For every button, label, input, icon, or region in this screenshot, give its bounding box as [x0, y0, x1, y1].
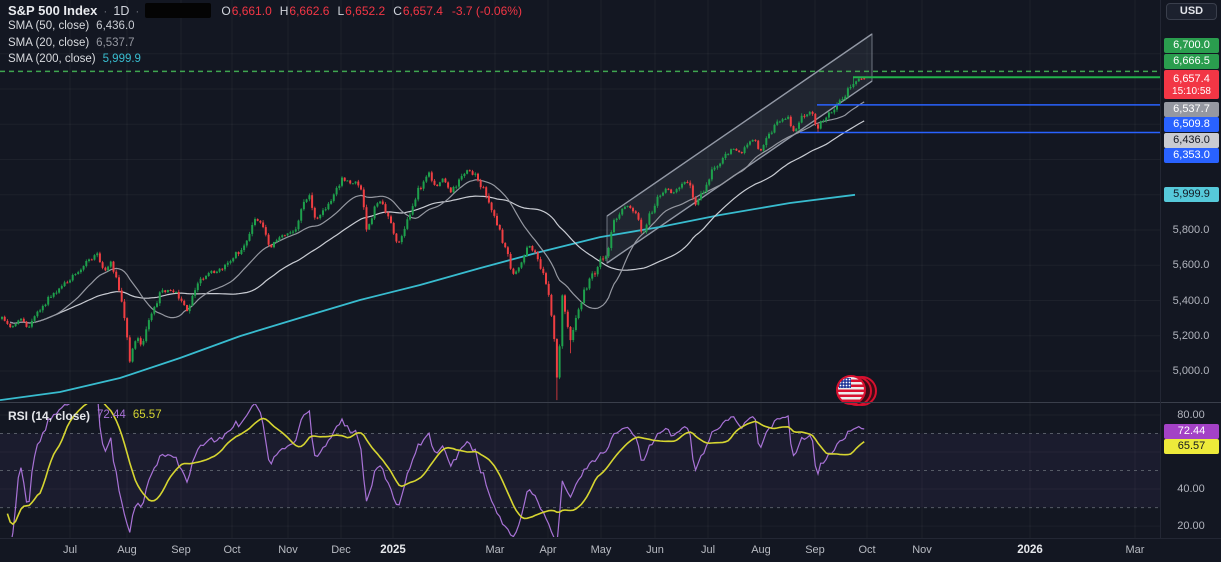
time-axis-label: Dec — [331, 544, 351, 556]
indicator-row-sma200[interactable]: SMA (200, close) 5,999.9 — [8, 53, 141, 65]
axis-price-badge: 6,509.8 — [1164, 117, 1219, 132]
high-value: 6,662.6 — [289, 3, 330, 18]
rsi-label[interactable]: RSI (14, close) — [8, 409, 91, 423]
axis-price-badge: 5,999.9 — [1164, 186, 1219, 202]
sp500-flag-logo — [836, 375, 878, 406]
legend-separator: · — [135, 3, 140, 18]
axis-price-badge: 6,700.0 — [1164, 38, 1219, 53]
redacted-box — [145, 3, 212, 18]
sma50-value: 6,436.0 — [96, 20, 135, 32]
low-label: L — [337, 3, 345, 18]
time-axis-label: Mar — [1125, 544, 1145, 556]
time-axis-label: Jul — [62, 544, 78, 556]
time-axis-label: Nov — [278, 544, 298, 556]
chart-area[interactable] — [0, 0, 1160, 538]
pane-separator[interactable] — [0, 402, 1221, 403]
flag-canton — [839, 378, 851, 388]
rsi-line — [11, 404, 865, 537]
symbol-title[interactable]: S&P 500 Index — [8, 3, 98, 18]
currency-button[interactable]: USD — [1166, 3, 1217, 20]
sma50-line — [10, 120, 865, 324]
time-axis-label: Sep — [805, 544, 825, 556]
grid — [0, 0, 1160, 538]
time-axis-label: 2025 — [380, 544, 406, 556]
axis-price-label: 20.00 — [1177, 520, 1205, 532]
rsi-value: 72.44 — [97, 409, 126, 421]
change-value: -3.7 (-0.06%) — [451, 3, 522, 18]
time-axis-label: Oct — [223, 544, 241, 556]
axis-price-badge: 6,657.4 15:10:58 — [1164, 69, 1219, 99]
sma20-line — [10, 101, 865, 324]
time-axis[interactable]: Jul Aug Sep Oct Nov Dec 2025 Mar Apr May Jun Jul Aug… — [0, 538, 1221, 562]
horizontal-levels — [0, 70, 1160, 134]
rsi-band-lines — [0, 433, 1160, 509]
axis-price-badge: 72.44 — [1164, 424, 1219, 439]
close-label: C — [393, 3, 402, 18]
sma200-label[interactable]: SMA (200, close) — [8, 53, 96, 65]
time-axis-label: Oct — [858, 544, 876, 556]
sma50-label[interactable]: SMA (50, close) — [8, 20, 90, 32]
time-axis-label: Aug — [117, 544, 137, 556]
axis-price-label: 40.00 — [1177, 483, 1205, 495]
axis-price-label: 80.00 — [1177, 409, 1205, 421]
open-value: 6,661.0 — [231, 3, 272, 18]
axis-price-label: 5,200.0 — [1172, 330, 1210, 342]
axis-price-label: 5,000.0 — [1172, 365, 1210, 377]
low-value: 6,652.2 — [345, 3, 386, 18]
ohlc-values: O6,661.0 H6,662.6 L6,652.2 C6,657.4 -3.7… — [221, 4, 522, 18]
axis-price-badge: 6,537.7 — [1164, 101, 1219, 117]
time-axis-label: Sep — [171, 544, 191, 556]
time-axis-label: May — [590, 544, 612, 556]
indicator-row-sma50[interactable]: SMA (50, close) 6,436.0 — [8, 20, 135, 32]
time-axis-label: Jun — [646, 544, 664, 556]
time-axis-label: 2026 — [1017, 544, 1043, 556]
rsi-band-fill — [0, 433, 1160, 508]
axis-price-label: 5,800.0 — [1172, 224, 1210, 236]
high-label: H — [279, 3, 289, 18]
time-axis-label: Nov — [912, 544, 932, 556]
sma200-value: 5,999.9 — [102, 53, 141, 65]
axis-price-label: 5,600.0 — [1172, 259, 1210, 271]
rsi-ma-value: 65.57 — [132, 409, 162, 421]
rsi-ma-line — [6, 404, 865, 526]
symbol-legend: S&P 500 Index · 1D · O6,661.0 H6,662.6 L… — [8, 3, 522, 18]
indicator-row-rsi[interactable]: RSI (14, close) 72.44 65.57 — [8, 409, 162, 423]
timeframe-label[interactable]: 1D — [113, 3, 130, 18]
axis-price-badge: 6,666.5 — [1164, 53, 1219, 69]
us-flag-icon — [836, 375, 866, 405]
axis-price-badge: 65.57 — [1164, 439, 1219, 454]
time-axis-label: Jul — [700, 544, 716, 556]
axis-price-badge: 6,436.0 — [1164, 132, 1219, 148]
indicator-row-sma20[interactable]: SMA (20, close) 6,537.7 — [8, 37, 135, 49]
open-label: O — [221, 3, 231, 18]
sma200-line — [0, 193, 856, 401]
candles — [1, 77, 866, 401]
sma20-value: 6,537.7 — [96, 36, 135, 49]
axis-price-label: 5,400.0 — [1172, 295, 1210, 307]
legend-separator: · — [103, 3, 108, 18]
price-axis[interactable]: USD 5,800.0 5,600.0 5,400.0 5,200.0 5,000.0 8… — [1160, 0, 1221, 538]
close-value: 6,657.4 — [402, 3, 443, 18]
axis-price-badge: 6,353.0 — [1164, 148, 1219, 163]
time-axis-label: Aug — [751, 544, 771, 556]
time-axis-label: Mar — [485, 544, 505, 556]
time-axis-label: Apr — [539, 544, 557, 556]
sma20-label[interactable]: SMA (20, close) — [8, 36, 90, 49]
